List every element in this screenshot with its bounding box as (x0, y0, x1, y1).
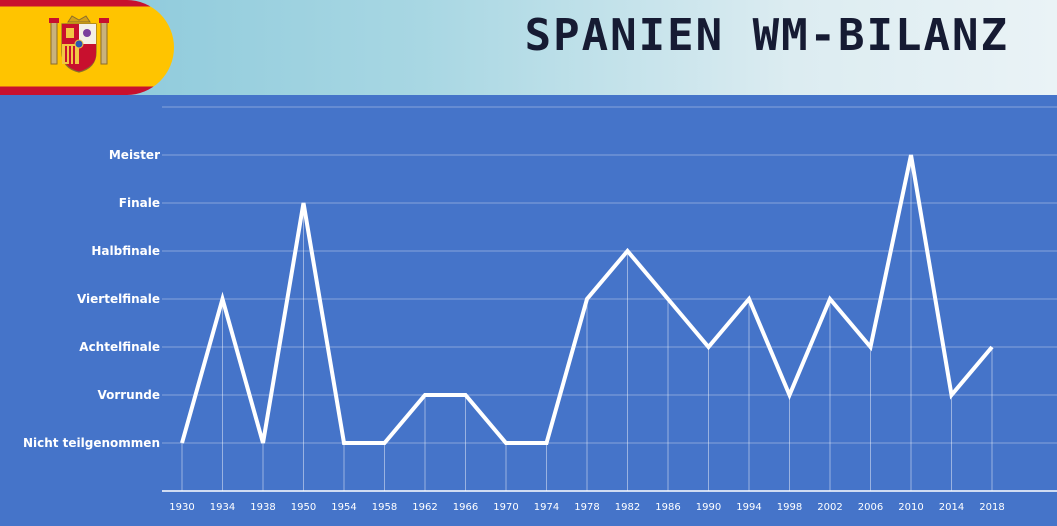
x-tick-label: 1930 (169, 502, 194, 513)
x-tick-label: 1958 (372, 502, 397, 513)
coat-of-arms-icon (49, 15, 109, 73)
y-axis-labels: Nicht teilgenommen Vorrunde Achtelfinale Vi… (23, 148, 160, 450)
x-tick-label: 1938 (250, 502, 275, 513)
x-tick-label: 2014 (939, 502, 964, 513)
y-tick-label: Finale (119, 196, 160, 210)
chart-droplines (181, 155, 993, 491)
x-tick-label: 1990 (696, 502, 721, 513)
x-tick-label: 2018 (979, 502, 1004, 513)
y-tick-label: Achtelfinale (79, 340, 160, 354)
y-tick-label: Meister (109, 148, 160, 162)
x-tick-label: 1962 (412, 502, 437, 513)
x-axis-labels: 1930 1934 1938 1950 1954 1958 1962 1966 1970 1974… (169, 502, 1004, 513)
x-tick-label: 2006 (858, 502, 883, 513)
x-tick-label: 1966 (453, 502, 478, 513)
y-tick-label: Nicht teilgenommen (23, 436, 160, 450)
x-tick-label: 1994 (736, 502, 761, 513)
x-tick-label: 1974 (534, 502, 559, 513)
x-tick-label: 1954 (331, 502, 356, 513)
y-tick-label: Vorrunde (97, 388, 160, 402)
x-tick-label: 1950 (291, 502, 316, 513)
x-tick-label: 1978 (574, 502, 599, 513)
spain-flag-icon (0, 0, 174, 95)
y-tick-label: Halbfinale (91, 244, 160, 258)
line-chart: Nicht teilgenommen Vorrunde Achtelfinale Vi… (23, 106, 1057, 513)
x-tick-label: 1970 (493, 502, 518, 513)
x-tick-label: 2010 (898, 502, 923, 513)
series-line (180, 154, 994, 445)
x-tick-label: 1986 (655, 502, 680, 513)
x-tick-label: 2002 (817, 502, 842, 513)
x-tick-label: 1982 (615, 502, 640, 513)
header-bar: Spanien WM-Bilanz (0, 0, 1057, 95)
page-title: Spanien WM-Bilanz (524, 10, 1009, 61)
x-tick-label: 1934 (210, 502, 235, 513)
x-tick-label: 1998 (777, 502, 802, 513)
y-tick-label: Viertelfinale (77, 292, 160, 306)
